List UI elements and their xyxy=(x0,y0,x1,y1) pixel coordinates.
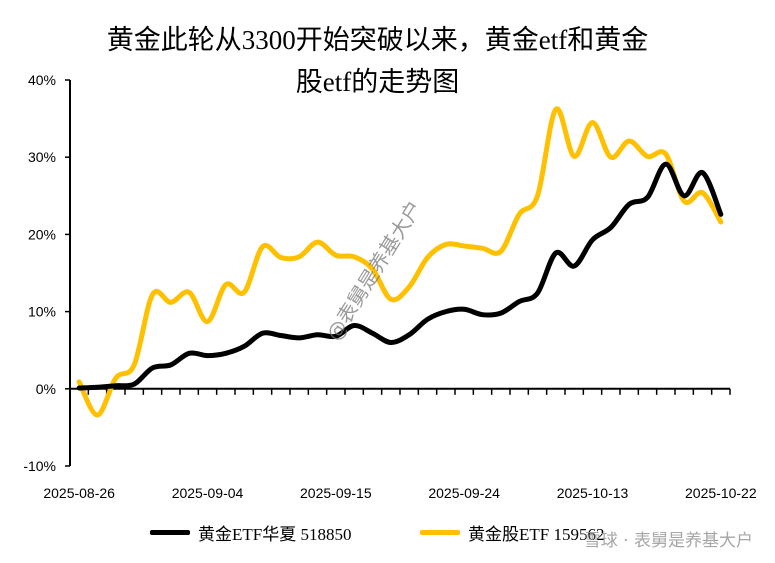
series-line xyxy=(76,106,724,418)
chart-title-line1: 黄金此轮从3300开始突破以来，黄金etf和黄金 xyxy=(106,25,649,55)
x-tick-label: 2025-09-04 xyxy=(172,485,244,501)
y-tick-label: -10% xyxy=(23,458,56,474)
x-tick-label: 2025-10-13 xyxy=(557,485,629,501)
y-tick-label: 20% xyxy=(28,226,56,242)
y-tick-label: 10% xyxy=(28,304,56,320)
legend-swatch xyxy=(150,530,190,535)
series-line xyxy=(76,161,724,391)
chart-title-line2: 股etf的走势图 xyxy=(295,67,460,97)
legend-label: 黄金股ETF 159562 xyxy=(468,525,605,544)
y-tick-label: 40% xyxy=(28,72,56,88)
y-tick-label: 30% xyxy=(28,149,56,165)
legend-label: 黄金ETF华夏 518850 xyxy=(198,525,352,544)
legend-item-gold-etf: 黄金ETF华夏 518850 xyxy=(150,520,351,545)
footer-watermark: 雪球 · 表舅是养基大户 xyxy=(583,531,753,551)
legend-item-gold-stock-etf: 黄金股ETF 159562 xyxy=(420,520,604,545)
x-tick-label: 2025-09-24 xyxy=(428,485,500,501)
x-tick-label: 2025-09-15 xyxy=(300,485,372,501)
x-tick-label: 2025-08-26 xyxy=(43,485,115,501)
x-tick-label: 2025-10-22 xyxy=(685,485,757,501)
legend-swatch xyxy=(420,530,460,535)
y-tick-label: 0% xyxy=(36,381,56,397)
